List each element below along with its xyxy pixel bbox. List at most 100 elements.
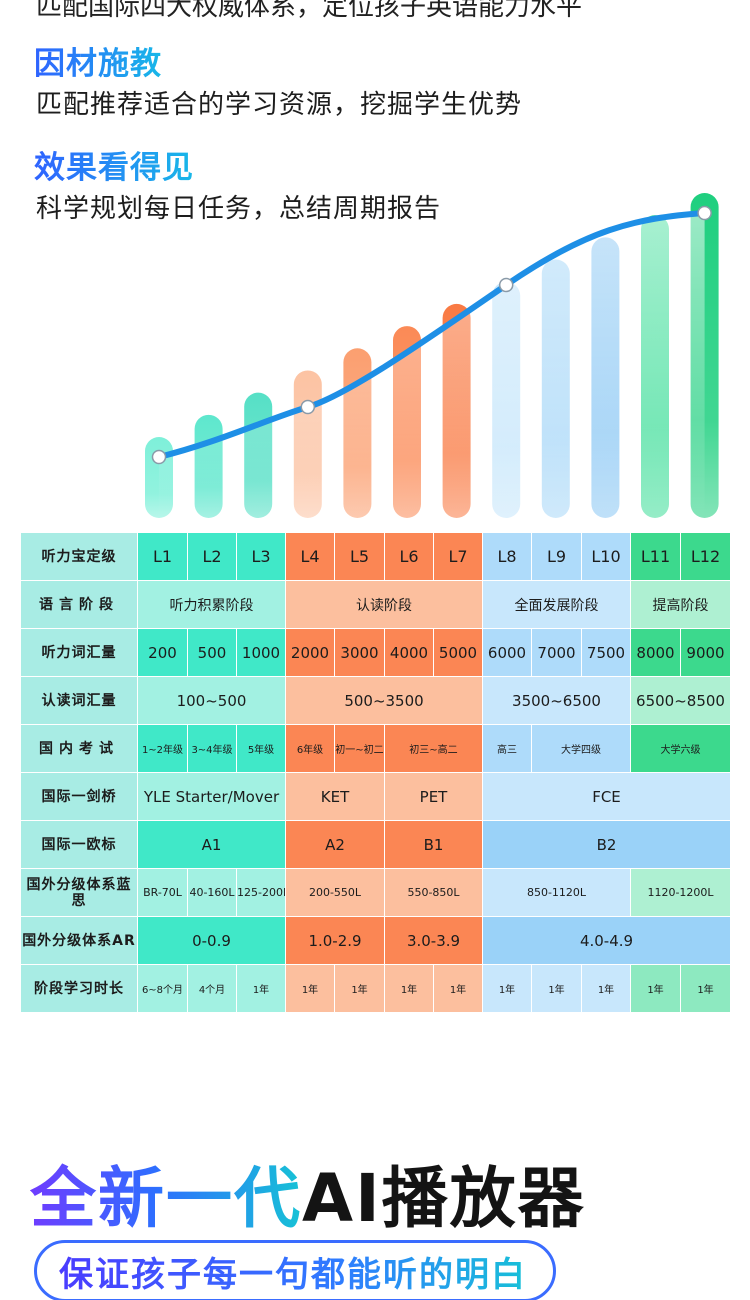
table-cell: 550-850L [384, 868, 483, 917]
ai-player-subtitle: 保证孩子每一句都能听的明白 [59, 1247, 527, 1296]
table-cell: 1年 [581, 964, 631, 1013]
table-cell: YLE Starter/Mover [137, 772, 286, 821]
table-cell: 4000 [384, 628, 434, 677]
table-cell: L1 [137, 532, 188, 581]
table-row: 国外分级体系AR 0-0.9 1.0-2.9 3.0-3.9 4.0-4.9 [20, 916, 731, 965]
ai-player-title: 全新一代AI播放器 [30, 1145, 586, 1241]
table-cell: 1120-1200L [630, 868, 731, 917]
chart-trend-line [156, 210, 708, 460]
feature-desc-results: 科学规划每日任务，总结周期报告 [36, 194, 442, 224]
chart-trend-area [159, 213, 705, 518]
ai-player-subtitle-pill: 保证孩子每一句都能听的明白 [34, 1240, 556, 1300]
table-cell: L3 [236, 532, 286, 581]
table-cell: 听力积累阶段 [137, 580, 286, 629]
table-cell: 7500 [581, 628, 631, 677]
table-cell: 200-550L [285, 868, 385, 917]
table-cell: 大学四级 [531, 724, 631, 773]
row-header: 听力词汇量 [20, 628, 138, 677]
chart-trend-point [151, 449, 167, 465]
table-cell: 3~4年级 [187, 724, 237, 773]
table-cell: 高三 [482, 724, 532, 773]
table-cell: 1年 [680, 964, 731, 1013]
ai-title-part2: AI播放器 [302, 1160, 586, 1237]
table-cell: B2 [482, 820, 731, 869]
level-comparison-table: 听力宝定级 L1 L2 L3 L4 L5 L6 L7 L8 L9 L10 L11 L12 语言阶段 听力积累… [20, 532, 731, 1013]
level-growth-chart [145, 193, 719, 518]
intro-text-cut: 匹配国际四大权威体系，定位孩子英语能力水平 [36, 0, 583, 22]
table-cell: A1 [137, 820, 286, 869]
table-cell: L7 [433, 532, 483, 581]
table-cell: 1年 [630, 964, 681, 1013]
row-header: 国内考试 [20, 724, 138, 773]
table-cell: 3.0-3.9 [384, 916, 483, 965]
table-row: 语言阶段 听力积累阶段 认读阶段 全面发展阶段 提高阶段 [20, 580, 731, 629]
table-cell: A2 [285, 820, 385, 869]
table-row: 国内考试 1~2年级 3~4年级 5年级 6年级 初一~初二 初三~高二 高三 大学四级 大学六级 [20, 724, 731, 773]
table-row: 国际一欧标 A1 A2 B1 B2 [20, 820, 731, 869]
chart-trend-point [498, 277, 514, 293]
table-cell: 1年 [236, 964, 286, 1013]
table-cell: 5000 [433, 628, 483, 677]
table-cell: 初一~初二 [334, 724, 385, 773]
table-cell: 4.0-4.9 [482, 916, 731, 965]
table-cell: 3500~6500 [482, 676, 631, 725]
table-row: 国际一剑桥 YLE Starter/Mover KET PET FCE [20, 772, 731, 821]
table-cell: L2 [187, 532, 237, 581]
table-cell: 1年 [384, 964, 434, 1013]
table-cell: 6000 [482, 628, 532, 677]
table-cell: PET [384, 772, 483, 821]
feature-title-tailored: 因材施教 [34, 38, 162, 83]
table-cell: 8000 [630, 628, 681, 677]
table-cell: 500~3500 [285, 676, 483, 725]
table-cell: 1000 [236, 628, 286, 677]
row-header: 国外分级体系AR [20, 916, 138, 965]
table-cell: 40-160L [187, 868, 237, 917]
table-cell: KET [285, 772, 385, 821]
table-cell: 9000 [680, 628, 731, 677]
table-cell: L4 [285, 532, 335, 581]
table-cell: 提高阶段 [630, 580, 731, 629]
table-cell: L9 [531, 532, 582, 581]
row-header: 听力宝定级 [20, 532, 138, 581]
row-header: 阶段学习时长 [20, 964, 138, 1013]
table-cell: 2000 [285, 628, 335, 677]
table-cell: L5 [334, 532, 385, 581]
ai-title-part1: 全新一代 [30, 1160, 302, 1237]
chart-trend-point [697, 205, 712, 221]
row-header: 语言阶段 [20, 580, 138, 629]
row-header: 国外分级体系蓝思 [20, 868, 138, 917]
table-row: 听力宝定级 L1 L2 L3 L4 L5 L6 L7 L8 L9 L10 L11 L12 [20, 532, 731, 581]
table-cell: BR-70L [137, 868, 188, 917]
table-cell: 200 [137, 628, 188, 677]
feature-desc-tailored: 匹配推荐适合的学习资源，挖掘学生优势 [36, 90, 523, 120]
table-cell: 6~8个月 [137, 964, 188, 1013]
row-header: 国际一剑桥 [20, 772, 138, 821]
table-row: 国外分级体系蓝思 BR-70L 40-160L 125-200L 200-550L 550… [20, 868, 731, 917]
table-cell: 1年 [334, 964, 385, 1013]
table-cell: 500 [187, 628, 237, 677]
table-cell: L11 [630, 532, 681, 581]
table-cell: 5年级 [236, 724, 286, 773]
table-row: 认读词汇量 100~500 500~3500 3500~6500 6500~8500 [20, 676, 731, 725]
table-cell: B1 [384, 820, 483, 869]
table-cell: 850-1120L [482, 868, 631, 917]
row-header: 认读词汇量 [20, 676, 138, 725]
table-cell: L10 [581, 532, 631, 581]
table-cell: 4个月 [187, 964, 237, 1013]
row-header: 国际一欧标 [20, 820, 138, 869]
table-cell: 6年级 [285, 724, 335, 773]
table-cell: 1~2年级 [137, 724, 188, 773]
table-cell: FCE [482, 772, 731, 821]
chart-trend-point [300, 399, 316, 415]
table-cell: 认读阶段 [285, 580, 483, 629]
table-cell: 7000 [531, 628, 582, 677]
table-row: 听力词汇量 200 500 1000 2000 3000 4000 5000 6000 7000 7… [20, 628, 731, 677]
table-cell: 125-200L [236, 868, 286, 917]
feature-title-results: 效果看得见 [34, 142, 194, 187]
table-cell: 1年 [482, 964, 532, 1013]
table-cell: L8 [482, 532, 532, 581]
table-cell: 全面发展阶段 [482, 580, 631, 629]
table-cell: 1年 [433, 964, 483, 1013]
table-cell: 100~500 [137, 676, 286, 725]
table-cell: 大学六级 [630, 724, 731, 773]
